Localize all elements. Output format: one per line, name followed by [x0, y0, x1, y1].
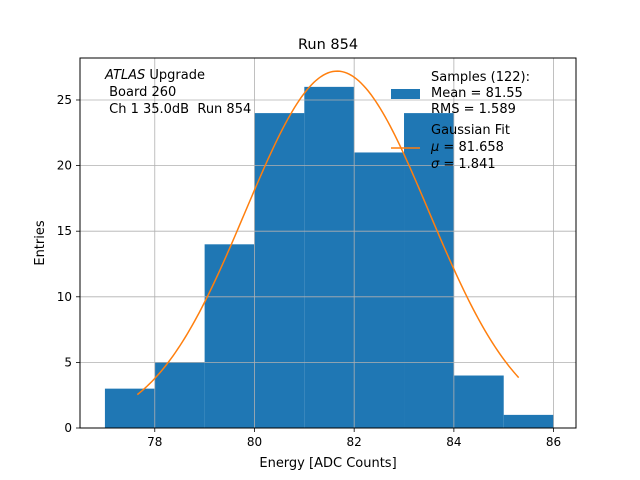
x-axis-label: Energy [ADC Counts] — [259, 456, 396, 471]
y-tick-label: 10 — [57, 290, 72, 304]
y-axis-ticks: 0 5 10 15 20 25 — [57, 93, 80, 435]
y-tick-label: 20 — [57, 159, 72, 173]
annotation-line-2: Board 260 — [105, 85, 176, 100]
histogram-bar — [354, 152, 405, 428]
legend: Samples (122): Mean = 81.55 RMS = 1.589 … — [391, 70, 530, 172]
annotation-line-3: Ch 1 35.0dB Run 854 — [105, 102, 251, 117]
legend-samples-rms: RMS = 1.589 — [431, 102, 516, 117]
legend-samples-swatch — [391, 89, 420, 99]
histogram-bar — [503, 414, 554, 428]
annotation-upgrade: Upgrade — [145, 68, 205, 83]
x-tick-label: 82 — [347, 435, 362, 449]
legend-sigma-symbol: σ — [431, 157, 440, 172]
legend-fit-mu: μ = 81.658 — [430, 140, 504, 155]
legend-sigma-value: = 1.841 — [439, 157, 495, 172]
y-tick-label: 0 — [64, 421, 72, 435]
histogram-bar — [304, 86, 355, 429]
grid — [80, 58, 576, 429]
histogram-bar — [254, 113, 305, 428]
histogram-bar — [104, 388, 155, 428]
chart-title: Run 854 — [298, 37, 358, 53]
y-tick-label: 15 — [57, 224, 72, 238]
y-tick-label: 5 — [64, 355, 72, 369]
x-tick-label: 86 — [546, 435, 561, 449]
plot-frame — [79, 57, 577, 429]
x-axis-ticks: 78 80 82 84 86 — [147, 428, 561, 449]
x-tick-label: 78 — [147, 435, 162, 449]
legend-mu-value: = 81.658 — [439, 140, 504, 155]
atlas-annotation: ATLAS Upgrade Board 260 Ch 1 35.0dB Run … — [104, 68, 251, 117]
x-tick-label: 84 — [446, 435, 461, 449]
histogram-bar — [154, 362, 205, 428]
y-tick-label: 25 — [57, 93, 72, 107]
histogram-bars — [104, 86, 554, 429]
gaussian-fit-curve — [136, 70, 520, 396]
histogram-bar — [204, 244, 255, 428]
annotation-atlas: ATLAS — [104, 68, 145, 83]
legend-fit-title: Gaussian Fit — [431, 123, 510, 138]
legend-fit-sigma: σ = 1.841 — [431, 157, 496, 172]
legend-samples-mean: Mean = 81.55 — [431, 86, 523, 101]
x-tick-label: 80 — [247, 435, 262, 449]
histogram-bar — [453, 375, 504, 428]
legend-mu-symbol: μ — [430, 140, 439, 155]
annotation-line-1: ATLAS Upgrade — [104, 68, 205, 83]
y-axis-label: Entries — [33, 220, 48, 266]
legend-samples-title: Samples (122): — [431, 70, 530, 85]
